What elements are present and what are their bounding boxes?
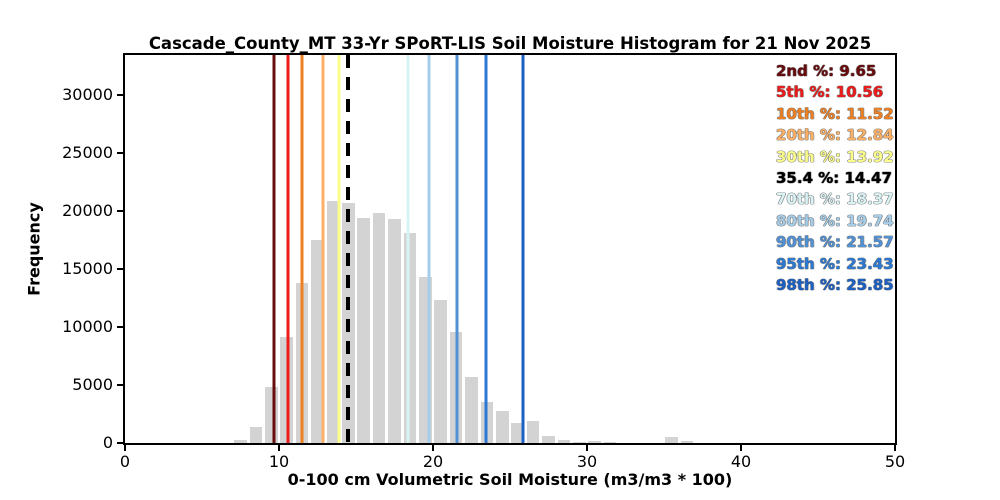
percentile-line bbox=[484, 55, 488, 443]
legend-entry: 20th %: 12.84 bbox=[776, 126, 894, 145]
x-tick-mark bbox=[124, 445, 126, 451]
legend-entry: 5th %: 10.56 bbox=[776, 83, 884, 102]
y-tick-mark bbox=[117, 210, 123, 212]
y-tick-label: 30000 bbox=[62, 85, 113, 105]
y-tick-label: 5000 bbox=[72, 375, 113, 394]
y-tick-label: 10000 bbox=[62, 317, 113, 336]
x-tick-label: 10 bbox=[268, 452, 290, 471]
y-tick-mark bbox=[117, 94, 123, 97]
x-tick-mark bbox=[432, 445, 434, 451]
y-tick-label: 15000 bbox=[62, 259, 113, 278]
histogram-bar bbox=[357, 217, 370, 443]
x-tick-mark bbox=[894, 445, 896, 451]
plot-area: 2nd %: 9.65 5th %: 10.56 10th %: 11.52 20th… bbox=[123, 53, 897, 445]
y-tick-mark bbox=[117, 152, 123, 154]
histogram-bar bbox=[311, 240, 324, 443]
y-tick-mark bbox=[117, 384, 123, 386]
percentile-line bbox=[427, 55, 431, 443]
percentile-legend: 2nd %: 9.65 5th %: 10.56 10th %: 11.52 20th… bbox=[776, 61, 894, 296]
percentile-line bbox=[455, 55, 459, 443]
histogram-bar bbox=[572, 441, 586, 443]
percentile-line bbox=[321, 55, 325, 443]
y-tick-label: 20000 bbox=[62, 201, 113, 220]
histogram-bar bbox=[495, 410, 509, 443]
legend-entry: 98th %: 25.85 bbox=[776, 276, 894, 295]
histogram-bar bbox=[326, 201, 340, 443]
x-tick-mark bbox=[586, 445, 588, 451]
x-tick-label: 0 bbox=[119, 452, 131, 471]
x-tick-label: 40 bbox=[730, 452, 752, 471]
percentile-line bbox=[521, 55, 525, 443]
histogram-bar bbox=[434, 299, 447, 443]
percentile-line bbox=[337, 55, 341, 443]
x-tick-label: 30 bbox=[576, 452, 598, 471]
legend-entry: 80th %: 19.74 bbox=[776, 211, 894, 230]
y-axis-ticks: 0 5000 10000 15000 20000 25000 30000 bbox=[0, 55, 123, 452]
percentile-line bbox=[286, 55, 290, 443]
histogram-bar bbox=[249, 426, 263, 443]
histogram-bar bbox=[511, 422, 524, 443]
histogram-bar bbox=[465, 377, 478, 443]
legend-entry: 35.4 %: 14.47 bbox=[776, 169, 892, 188]
histogram-bar bbox=[542, 435, 555, 443]
y-tick-label: 0 bbox=[102, 433, 113, 452]
histogram-bar bbox=[588, 441, 601, 443]
y-tick-mark bbox=[117, 442, 123, 444]
histogram-bar bbox=[372, 213, 386, 443]
percentile-line bbox=[272, 55, 276, 443]
percentile-line bbox=[300, 55, 304, 443]
percentile-line bbox=[406, 55, 410, 443]
histogram-bar bbox=[603, 442, 617, 443]
histogram-bar bbox=[557, 439, 571, 443]
legend-entry: 10th %: 11.52 bbox=[776, 104, 894, 123]
y-tick-mark bbox=[117, 326, 123, 328]
y-tick-mark bbox=[117, 268, 123, 270]
legend-entry: 30th %: 13.92 bbox=[776, 147, 894, 166]
x-tick-label: 50 bbox=[884, 452, 906, 471]
histogram-bar bbox=[388, 219, 401, 443]
x-axis-ticks: 0 10 20 30 40 50 bbox=[120, 443, 905, 473]
legend-entry: 70th %: 18.37 bbox=[776, 190, 894, 209]
x-tick-mark bbox=[740, 445, 742, 451]
x-axis-label: 0-100 cm Volumetric Soil Moisture (m3/m3… bbox=[287, 470, 733, 489]
x-tick-mark bbox=[278, 445, 280, 451]
y-tick-label: 25000 bbox=[62, 143, 113, 162]
percentile-lines-layer bbox=[125, 55, 895, 443]
histogram-bar bbox=[665, 437, 678, 443]
histogram-bar bbox=[526, 420, 540, 443]
histogram-bar bbox=[234, 439, 247, 443]
percentile-line bbox=[345, 55, 350, 443]
x-tick-label: 20 bbox=[422, 452, 444, 471]
legend-entry: 90th %: 21.57 bbox=[776, 233, 894, 252]
legend-entry: 95th %: 23.43 bbox=[776, 254, 894, 273]
legend-entry: 2nd %: 9.65 bbox=[776, 62, 877, 80]
chart-title: Cascade_County_MT 33-Yr SPoRT-LIS Soil M… bbox=[148, 34, 872, 53]
histogram-bar bbox=[680, 441, 694, 443]
